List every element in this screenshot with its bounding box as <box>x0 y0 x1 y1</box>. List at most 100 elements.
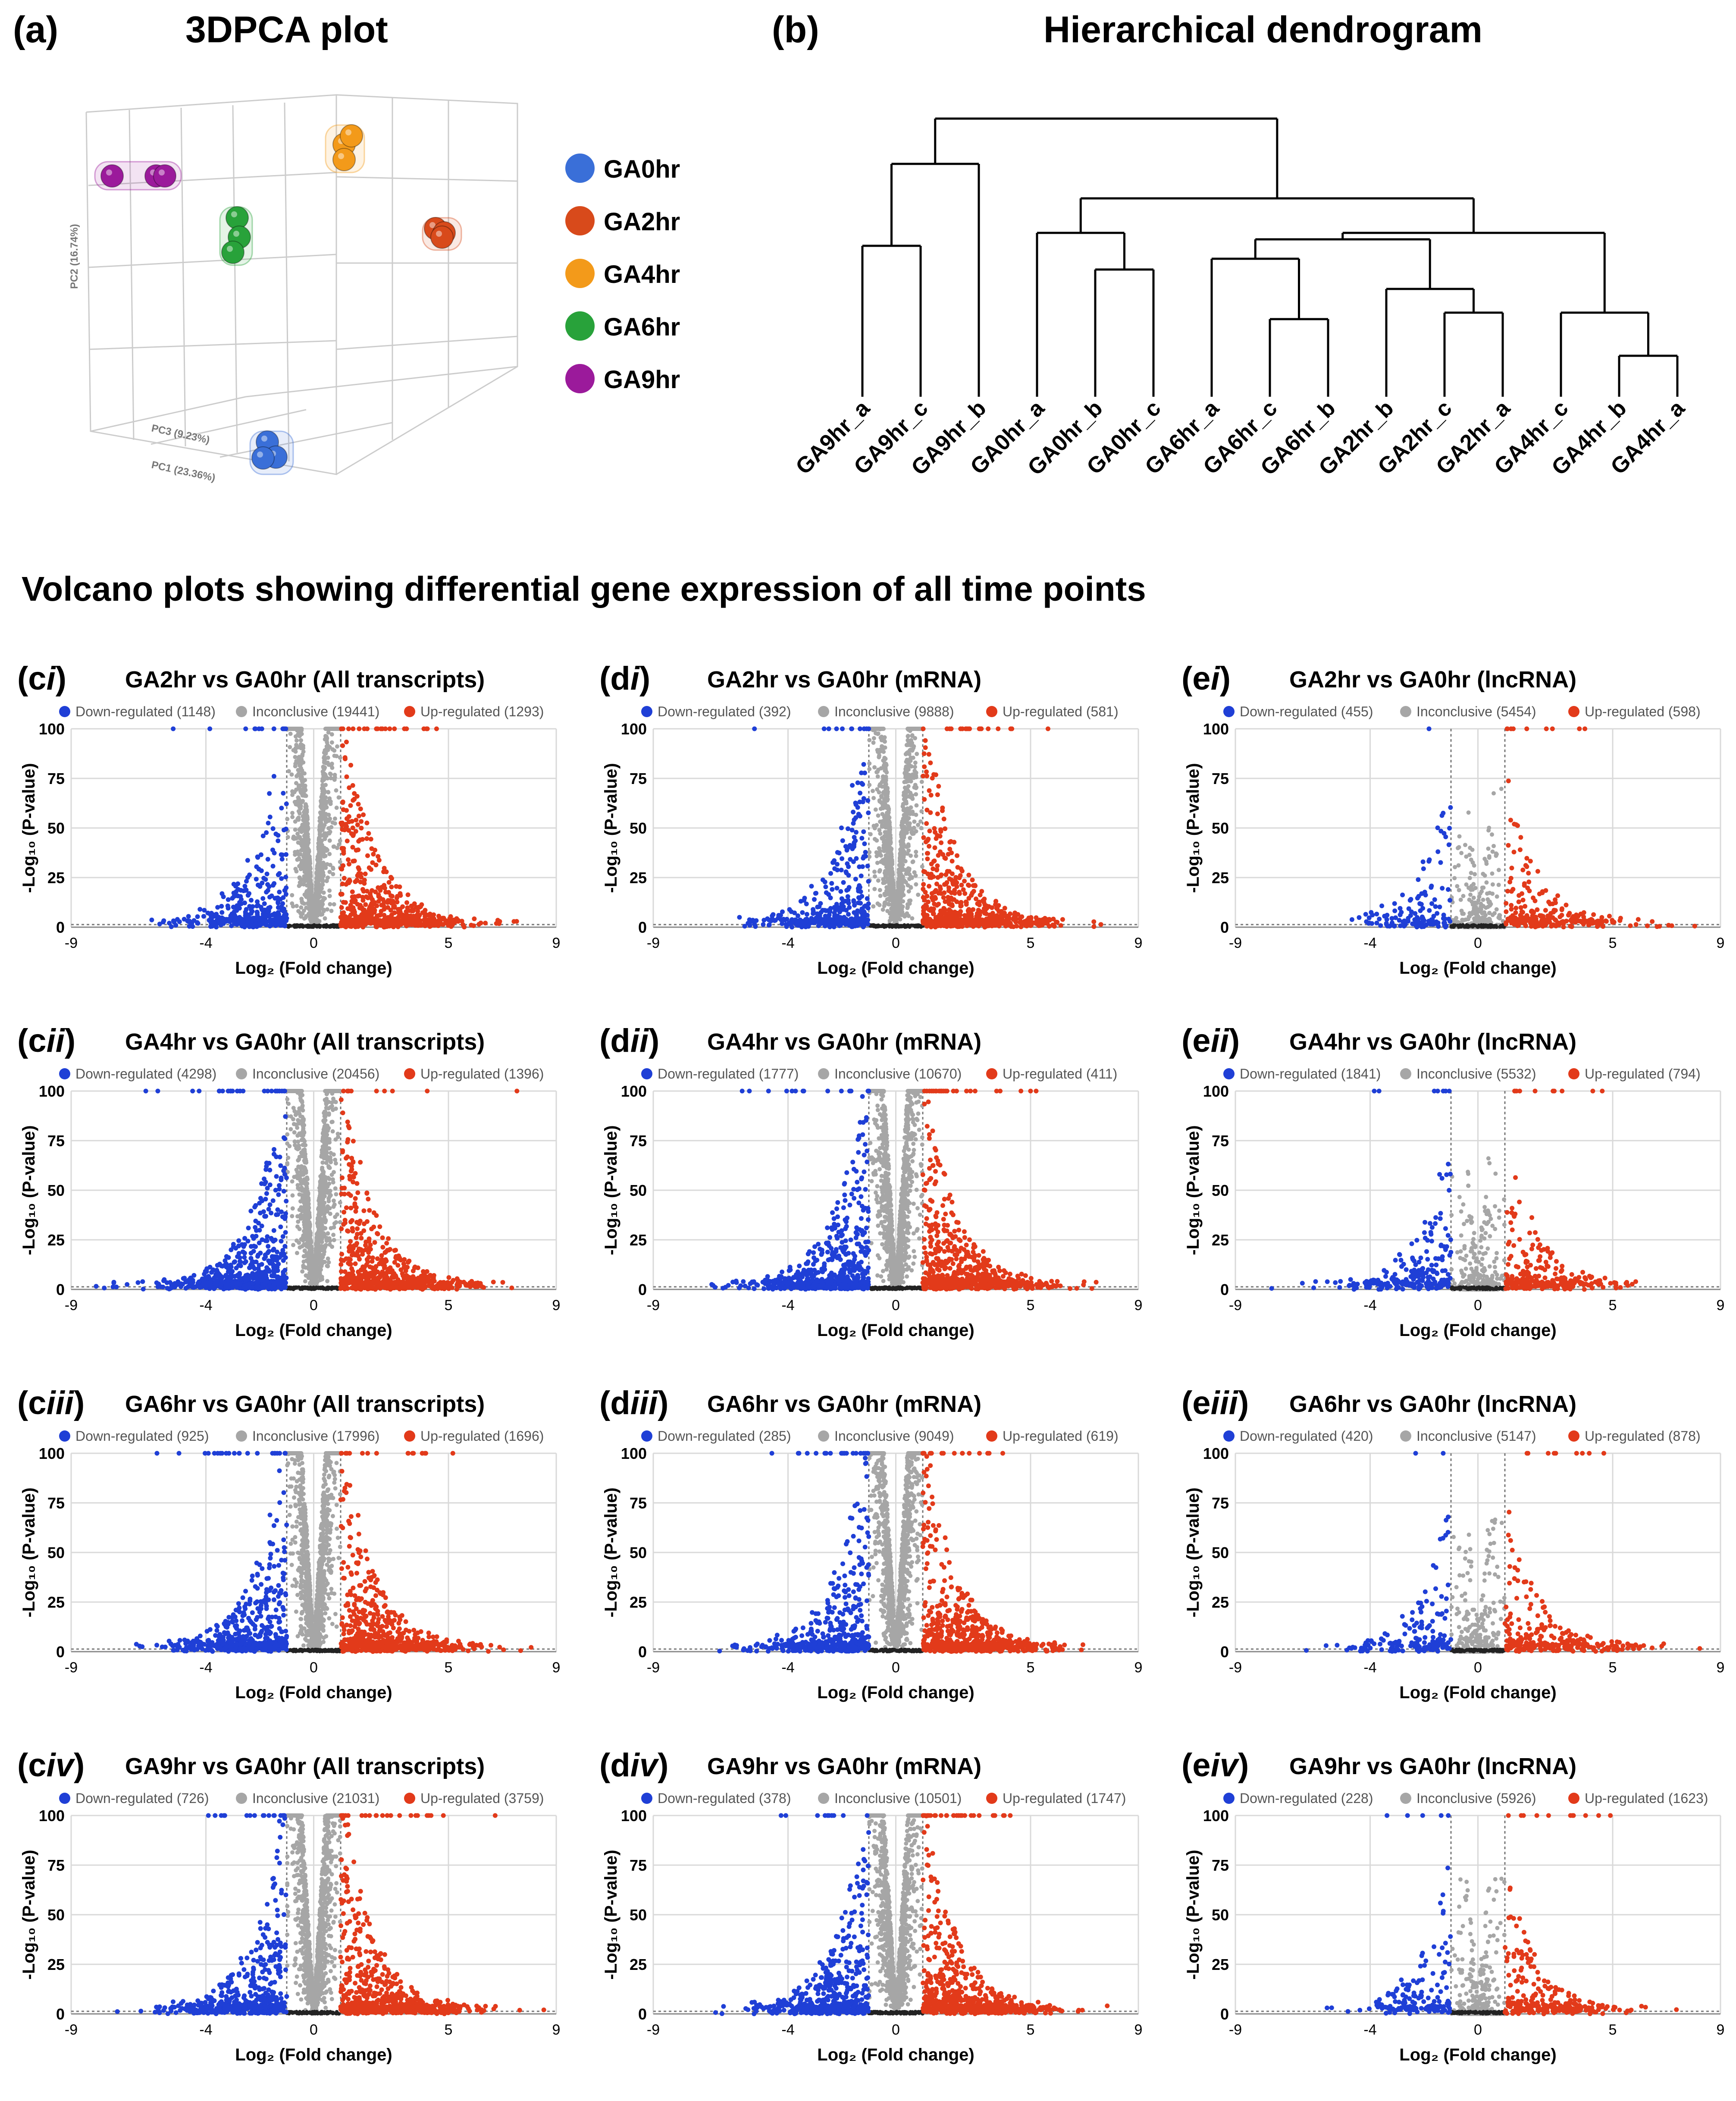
point-up <box>354 848 359 853</box>
point-down <box>272 881 277 886</box>
point-up <box>961 887 966 892</box>
point-up <box>340 917 345 922</box>
point-down <box>781 916 786 922</box>
point-down <box>835 906 840 911</box>
point-up <box>378 726 383 731</box>
point-down <box>238 894 243 899</box>
point-inconclusive <box>894 909 899 913</box>
point-inconclusive <box>881 749 886 754</box>
point-up <box>981 900 987 905</box>
point-up <box>951 881 956 887</box>
point-down <box>277 871 282 876</box>
point-up <box>391 924 396 929</box>
point-inconclusive <box>904 787 909 792</box>
point-inconclusive <box>912 765 917 769</box>
point-up <box>354 878 360 883</box>
point-inconclusive <box>298 762 303 767</box>
point-inconclusive <box>885 813 890 818</box>
point-up <box>921 751 927 756</box>
point-inconclusive <box>898 867 902 872</box>
point-ns <box>328 924 332 928</box>
point-up <box>1019 914 1025 919</box>
point-up <box>422 917 427 922</box>
point-inconclusive <box>301 840 305 845</box>
point-inconclusive <box>881 746 886 751</box>
point-inconclusive <box>913 760 918 765</box>
point-down <box>860 864 865 869</box>
point-down <box>271 774 276 779</box>
point-inconclusive <box>321 766 326 771</box>
point-down <box>279 918 284 923</box>
point-down <box>820 877 825 882</box>
point-up <box>366 831 371 836</box>
point-down <box>858 901 863 906</box>
point-down <box>831 923 837 928</box>
point-up <box>469 922 474 928</box>
point-down <box>822 919 827 924</box>
point-inconclusive <box>290 789 295 794</box>
point-inconclusive <box>880 825 884 829</box>
pca-point <box>153 164 176 188</box>
point-down <box>252 726 257 731</box>
point-inconclusive <box>316 853 321 858</box>
point-inconclusive <box>297 857 301 862</box>
point-inconclusive <box>888 892 893 897</box>
point-down <box>264 830 269 835</box>
point-inconclusive <box>296 909 301 913</box>
point-down <box>173 922 179 928</box>
point-down <box>249 898 254 903</box>
y-tick-label: 25 <box>630 869 647 887</box>
point-up <box>346 828 351 833</box>
point-down <box>858 726 863 731</box>
point-up <box>387 726 392 731</box>
point-inconclusive <box>878 783 883 788</box>
point-up <box>363 902 368 907</box>
point-inconclusive <box>330 820 335 825</box>
point-down <box>855 921 861 926</box>
point-up <box>380 884 385 890</box>
point-inconclusive <box>320 816 325 821</box>
point-down <box>865 798 871 803</box>
point-up <box>370 897 375 902</box>
point-down <box>270 826 276 831</box>
point-up <box>351 859 356 864</box>
point-inconclusive <box>332 816 337 821</box>
point-down <box>837 909 843 915</box>
point-inconclusive <box>320 783 325 787</box>
point-down <box>804 901 809 906</box>
point-inconclusive <box>910 859 915 864</box>
point-down <box>818 910 824 915</box>
point-inconclusive <box>294 738 299 743</box>
point-up <box>395 916 400 921</box>
point-up <box>382 865 387 871</box>
legend-dot <box>404 706 415 717</box>
point-inconclusive <box>910 772 915 777</box>
point-inconclusive <box>320 878 325 882</box>
point-up <box>347 785 352 790</box>
point-up <box>936 901 941 906</box>
point-inconclusive <box>301 846 306 850</box>
point-inconclusive <box>878 894 883 898</box>
point-up <box>385 898 391 903</box>
point-inconclusive <box>285 817 290 822</box>
point-down <box>790 917 795 922</box>
point-inconclusive <box>919 826 924 831</box>
point-up <box>931 866 936 872</box>
pca-plot: PC2 (16.74%)PC3 (9.23%)PC1 (23.36%)GA0hr… <box>69 94 680 484</box>
point-down <box>282 923 288 928</box>
point-up <box>967 726 972 731</box>
point-up <box>357 905 362 910</box>
point-inconclusive <box>319 847 323 851</box>
point-inconclusive <box>877 828 882 833</box>
point-up <box>984 906 989 911</box>
point-up <box>359 825 364 831</box>
y-tick-label: 100 <box>39 720 65 738</box>
point-up <box>422 921 427 926</box>
point-down <box>278 923 283 928</box>
point-inconclusive <box>902 914 907 919</box>
point-up <box>340 827 345 832</box>
point-ns <box>880 925 884 928</box>
point-inconclusive <box>909 875 914 880</box>
point-inconclusive <box>304 877 309 882</box>
point-inconclusive <box>332 902 336 906</box>
